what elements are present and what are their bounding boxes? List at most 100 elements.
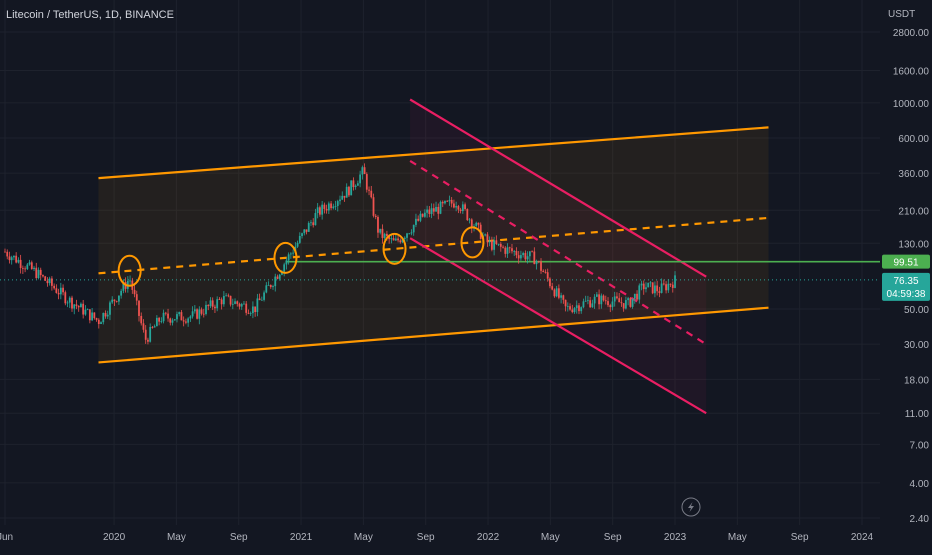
candle-body xyxy=(238,303,241,307)
candle-body xyxy=(444,200,446,204)
candle-body xyxy=(394,238,397,241)
candle-body xyxy=(48,278,51,284)
candle-body xyxy=(439,201,442,214)
candle-body xyxy=(187,318,190,323)
candle-body xyxy=(631,298,634,307)
candle-body xyxy=(421,213,424,217)
candle-body xyxy=(403,237,406,239)
y-tick-label: 2.40 xyxy=(910,514,930,525)
candle-body xyxy=(254,306,257,313)
y-tick-label: 1600.00 xyxy=(893,67,930,78)
candle-body xyxy=(660,283,663,293)
candle-body xyxy=(292,252,295,254)
candle-body xyxy=(169,318,172,323)
chart-title: Litecoin / TetherUS, 1D, BINANCE xyxy=(6,9,174,21)
candle-body xyxy=(240,304,243,307)
candle-body xyxy=(504,247,507,254)
candle-body xyxy=(102,312,105,323)
candle-body xyxy=(618,298,621,303)
candle-body xyxy=(4,251,6,253)
candle-body xyxy=(325,208,328,211)
touch-circle xyxy=(460,226,485,259)
candle-body xyxy=(260,299,263,301)
candle-body xyxy=(513,251,516,252)
candle-body xyxy=(162,312,165,322)
candle-body xyxy=(307,222,310,232)
candle-body xyxy=(466,208,469,221)
candle-body xyxy=(182,320,185,322)
candle-body xyxy=(399,240,402,243)
candle-body xyxy=(535,261,538,265)
candle-body xyxy=(408,233,411,235)
candle-body xyxy=(207,304,210,307)
candle-body xyxy=(135,294,138,301)
candle-body xyxy=(348,186,350,196)
candle-body xyxy=(303,229,306,234)
candle-body xyxy=(227,295,230,297)
y-tick-label: 2800.00 xyxy=(893,28,930,39)
x-tick-label: 2024 xyxy=(851,532,874,543)
candle-body xyxy=(486,234,489,243)
candle-body xyxy=(104,312,107,317)
candle-body xyxy=(144,329,147,340)
candle-body xyxy=(82,303,85,315)
candle-body xyxy=(249,313,252,314)
candle-body xyxy=(607,301,609,306)
y-unit-label: USDT xyxy=(888,9,916,20)
trendline-down-mid xyxy=(409,160,707,346)
candle-body xyxy=(147,339,149,342)
candle-body xyxy=(193,309,196,312)
candle-body xyxy=(562,295,565,300)
candle-body xyxy=(365,174,368,190)
trendline-channel-mid xyxy=(98,216,769,275)
lightning-icon[interactable] xyxy=(681,497,701,517)
candle-body xyxy=(327,203,330,211)
candle-body xyxy=(370,190,373,198)
candle-body xyxy=(276,276,279,279)
candle-body xyxy=(77,305,80,308)
candle-body xyxy=(406,233,408,238)
candle-body xyxy=(44,276,47,281)
candle-body xyxy=(42,275,44,277)
candle-body xyxy=(73,304,76,309)
candle-body xyxy=(129,280,131,282)
candle-body xyxy=(310,222,312,224)
candle-body xyxy=(86,309,89,311)
candle-body xyxy=(484,234,487,236)
candle-body xyxy=(488,240,491,243)
x-tick-label: May xyxy=(728,532,747,543)
candle-body xyxy=(629,298,632,307)
candle-body xyxy=(640,283,643,286)
candle-body xyxy=(205,304,207,315)
candle-body xyxy=(377,216,379,233)
candle-body xyxy=(544,271,547,273)
descending-channel-fill xyxy=(410,99,707,414)
candle-body xyxy=(602,295,605,301)
candle-body xyxy=(549,278,551,287)
candle-body xyxy=(298,235,301,243)
candle-body xyxy=(604,300,607,302)
candle-body xyxy=(314,213,317,226)
candle-body xyxy=(236,301,239,304)
candle-body xyxy=(272,286,274,288)
candle-body xyxy=(330,203,332,209)
candle-body xyxy=(160,321,163,322)
candle-body xyxy=(189,316,192,319)
candle-body xyxy=(461,204,464,212)
candle-body xyxy=(13,255,15,258)
y-tick-label: 18.00 xyxy=(904,375,929,386)
candle-body xyxy=(115,300,118,302)
candle-body xyxy=(533,251,536,265)
candle-body xyxy=(343,195,346,198)
candle-body xyxy=(645,287,647,290)
candle-body xyxy=(361,167,364,175)
candle-body xyxy=(589,300,592,308)
candle-body xyxy=(415,218,417,225)
candle-body xyxy=(564,299,567,307)
candle-body xyxy=(397,238,399,241)
candle-body xyxy=(289,253,292,255)
candle-body xyxy=(654,285,656,294)
candle-body xyxy=(258,298,261,301)
